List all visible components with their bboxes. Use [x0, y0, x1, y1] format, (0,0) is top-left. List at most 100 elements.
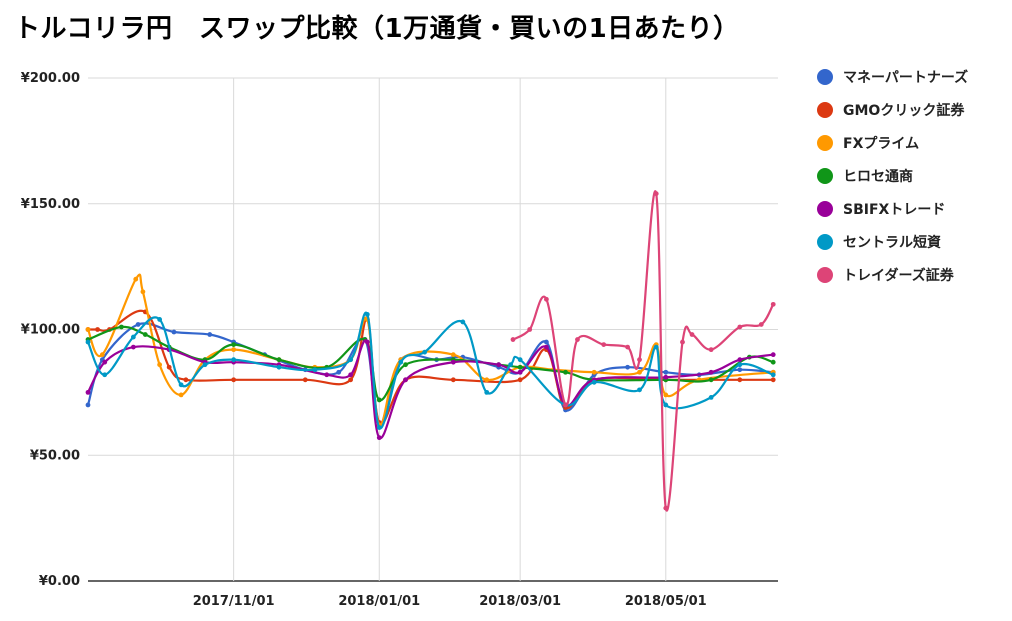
legend-item[interactable]: マネーパートナーズ: [817, 69, 968, 86]
legend-swatch: [817, 69, 833, 85]
series-3-point: [133, 276, 139, 282]
series-5: [85, 339, 776, 441]
series-4-point: [231, 342, 237, 347]
legend-item[interactable]: ヒロセ通商: [817, 168, 913, 185]
series-7-point: [625, 344, 630, 350]
legend-item[interactable]: GMOクリック証券: [817, 102, 965, 119]
series-2-point: [348, 377, 354, 383]
series-7-point: [737, 324, 743, 330]
series-4: [85, 324, 776, 403]
series-1-point: [663, 369, 669, 375]
legend-swatch: [817, 135, 833, 151]
series-1-point: [171, 329, 177, 335]
y-tick-label: ¥50.00: [30, 448, 80, 463]
series-5-point: [324, 372, 330, 378]
chart-title: トルコリラ円 スワップ比較（1万通貨・買いの1日あたり）: [14, 14, 740, 44]
legend-label: SBIFXトレード: [843, 202, 945, 218]
series-3-point: [450, 352, 456, 358]
series-3-point: [140, 289, 146, 295]
series-6-point: [484, 389, 490, 395]
series-7: [510, 190, 776, 512]
series-5-point: [496, 362, 502, 368]
series-6-point: [508, 362, 513, 368]
legend-item[interactable]: SBIFXトレード: [817, 201, 945, 218]
series-6-point: [653, 344, 659, 350]
series-6-point: [202, 362, 208, 368]
legend-label: FXプライム: [843, 136, 919, 152]
legend-swatch: [817, 201, 833, 217]
legend-swatch: [817, 168, 833, 184]
series-4-point: [403, 362, 408, 368]
legend-label: GMOクリック証券: [843, 102, 965, 119]
series-1-point: [85, 402, 91, 408]
series-5-point: [770, 352, 776, 358]
series-7-point: [770, 301, 776, 307]
series-1-point: [336, 369, 342, 375]
series-7-point: [544, 296, 549, 302]
series-7-point: [527, 327, 533, 332]
series-lines: [85, 190, 776, 512]
series-6-point: [130, 334, 136, 340]
series-5-line: [87, 339, 774, 439]
y-tick-label: ¥100.00: [21, 323, 80, 338]
legend-item[interactable]: FXプライム: [817, 135, 919, 152]
series-5-point: [708, 369, 714, 375]
series-6-point: [157, 317, 163, 322]
legend-item[interactable]: セントラル短資: [817, 234, 941, 251]
series-7-point: [708, 347, 714, 353]
series-1-point: [207, 332, 213, 337]
series-5-point: [517, 369, 523, 375]
series-4-point: [376, 397, 382, 403]
series-6-point: [422, 349, 428, 355]
x-tick-label: 2018/01/01: [338, 594, 420, 609]
legend-label: ヒロセ通商: [843, 168, 913, 185]
series-6-point: [276, 364, 282, 370]
series-2-point: [183, 377, 189, 383]
series-7-point: [680, 339, 685, 345]
series-6-point: [737, 362, 743, 368]
series-7-point: [689, 332, 695, 337]
series-7-point: [637, 357, 642, 363]
series-3-point: [178, 392, 184, 398]
series-2-point: [770, 377, 776, 383]
legend-item[interactable]: トレイダーズ証券: [817, 267, 955, 284]
series-2-point: [302, 377, 308, 383]
series-6-point: [85, 339, 91, 345]
series-1-point: [737, 367, 743, 373]
series-1-point: [625, 364, 630, 370]
series-4-point: [517, 364, 523, 370]
legend-swatch: [817, 102, 833, 118]
series-6-point: [348, 357, 354, 363]
legend-label: マネーパートナーズ: [843, 69, 968, 86]
series-7-line: [512, 190, 775, 512]
gridlines: [88, 77, 778, 582]
series-5-point: [348, 372, 354, 378]
y-axis-labels: ¥0.00 ¥50.00 ¥100.00 ¥150.00 ¥200.00: [21, 71, 80, 589]
series-5-point: [663, 374, 669, 380]
y-tick-label: ¥0.00: [39, 574, 80, 589]
series-1: [85, 322, 776, 428]
legend-label: セントラル短資: [843, 234, 941, 251]
series-5-point: [102, 359, 108, 365]
series-7-point: [510, 337, 516, 342]
series-7-point: [575, 337, 580, 342]
series-3-point: [231, 347, 237, 353]
series-7-point: [758, 322, 764, 327]
series-3-point: [99, 352, 105, 358]
series-4-point: [119, 324, 124, 330]
series-3-point: [663, 392, 669, 398]
series-2-point: [737, 377, 743, 383]
x-tick-label: 2018/03/01: [479, 594, 561, 609]
series-6-point: [708, 395, 714, 400]
series-2-point: [95, 327, 100, 332]
series-3-point: [591, 369, 597, 375]
series-4-point: [563, 369, 568, 375]
series-7-point: [663, 505, 669, 511]
series-7-point: [563, 402, 568, 408]
series-3: [85, 273, 776, 428]
series-6: [85, 311, 776, 430]
series-4-line: [87, 325, 774, 402]
legend-swatch: [817, 267, 833, 283]
